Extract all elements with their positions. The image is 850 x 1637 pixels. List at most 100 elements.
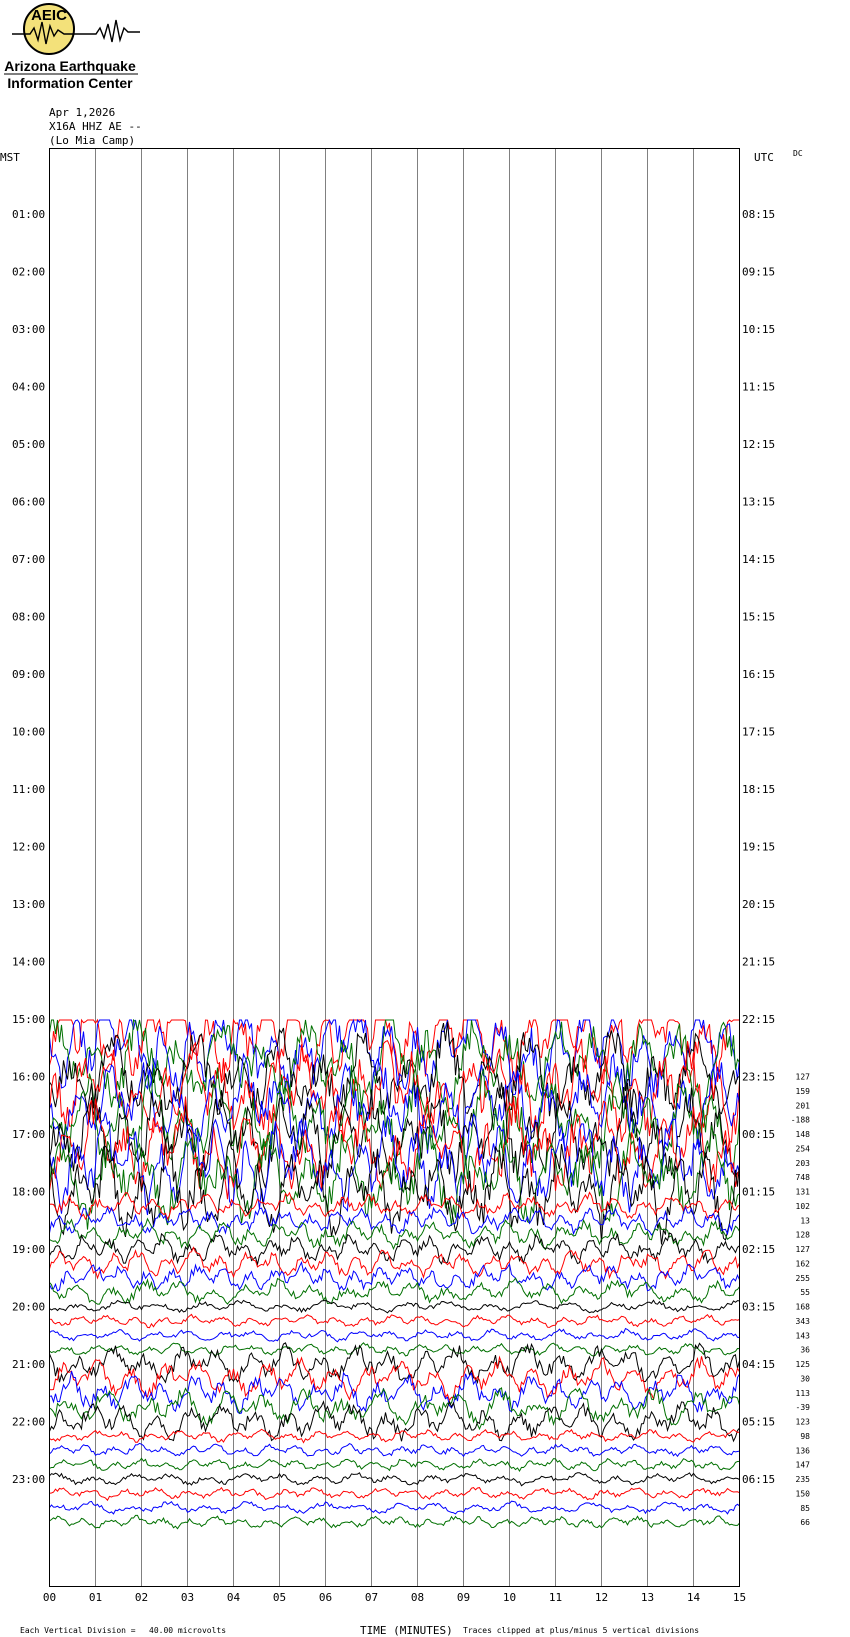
utc-hour-label: 17:15 (742, 726, 775, 739)
mst-hour-label: 09:00 (12, 668, 45, 681)
dc-offset-label: 102 (796, 1202, 811, 1211)
station-header: Apr 1,2026 X16A HHZ AE -- (Lo Mia Camp) (49, 106, 142, 148)
utc-hour-label: 12:15 (742, 438, 775, 451)
utc-hour-label: 01:15 (742, 1186, 775, 1199)
dc-offset-label: 30 (800, 1374, 810, 1383)
seismic-trace (49, 1442, 740, 1458)
header-location: (Lo Mia Camp) (49, 134, 136, 147)
left-timezone-label: MST (0, 151, 20, 164)
logo-graphic: AEIC Arizona Earthquake Information Cent… (4, 3, 140, 91)
x-tick-label: 11 (549, 1591, 562, 1604)
mst-hour-label: 08:00 (12, 611, 45, 624)
x-tick-label: 01 (89, 1591, 102, 1604)
dc-offset-label: 36 (800, 1346, 810, 1355)
dc-offset-label: 147 (796, 1461, 811, 1470)
x-tick-label: 09 (457, 1591, 470, 1604)
seismic-trace (49, 1125, 740, 1230)
mst-hour-label: 02:00 (12, 266, 45, 279)
mst-hour-label: 23:00 (12, 1473, 45, 1486)
dc-offset-label: 113 (796, 1389, 811, 1398)
footer-division-label: Each Vertical Division = (20, 1626, 136, 1635)
seismic-trace (49, 1400, 740, 1443)
footer-scale-value: 40.00 microvolts (149, 1626, 226, 1635)
utc-hour-label: 15:15 (742, 611, 775, 624)
axis-labels: 00 01 02 03 04 05 06 07 08 09 10 11 12 13 14 15 01:00 02:… (12, 208, 810, 1604)
x-tick-label: 13 (641, 1591, 654, 1604)
dc-offset-label: 748 (796, 1173, 811, 1182)
x-tick-label: 04 (227, 1591, 241, 1604)
dc-offset-label: 123 (796, 1418, 811, 1427)
mst-hour-label: 01:00 (12, 208, 45, 221)
seismic-trace (49, 1371, 740, 1415)
utc-hour-label: 04:15 (742, 1358, 775, 1371)
header-date: Apr 1,2026 (49, 106, 116, 119)
seismic-trace (49, 1299, 740, 1314)
footer-clip-note: Traces clipped at plus/minus 5 vertical … (463, 1626, 699, 1635)
dc-offset-label: 127 (796, 1073, 811, 1082)
seismic-trace (49, 1355, 740, 1402)
x-tick-label: 14 (687, 1591, 701, 1604)
dc-offset-label: 162 (796, 1259, 811, 1268)
plot-frame (49, 148, 740, 1587)
x-tick-label: 10 (503, 1591, 516, 1604)
dc-offset-label: -39 (796, 1403, 811, 1412)
mst-hour-label: 11:00 (12, 783, 45, 796)
utc-hour-label: 06:15 (742, 1473, 775, 1486)
dc-offset-label: -188 (791, 1116, 810, 1125)
dc-offset-label: 98 (800, 1432, 810, 1441)
dc-offset-label: 254 (796, 1144, 811, 1153)
x-tick-label: 08 (411, 1591, 424, 1604)
seismic-trace (49, 1342, 740, 1385)
seismic-trace (49, 1096, 740, 1200)
seismic-trace (49, 1277, 740, 1305)
x-tick-label: 07 (365, 1591, 378, 1604)
seismic-trace (49, 1342, 740, 1357)
dc-offset-label: 143 (796, 1331, 811, 1340)
mst-hour-label: 20:00 (12, 1301, 45, 1314)
seismic-trace (49, 1327, 740, 1343)
mst-hour-label: 18:00 (12, 1186, 45, 1199)
x-tick-label: 12 (595, 1591, 608, 1604)
utc-hour-label: 10:15 (742, 323, 775, 336)
trace-group (49, 1018, 740, 1530)
utc-hour-label: 23:15 (742, 1071, 775, 1084)
right-timezone-label: UTC (754, 151, 774, 164)
utc-hour-label: 14:15 (742, 553, 775, 566)
utc-hour-label: 22:15 (742, 1013, 775, 1026)
x-tick-label: 15 (733, 1591, 746, 1604)
seismic-trace (49, 1313, 740, 1329)
x-tick-label: 00 (43, 1591, 56, 1604)
dc-offset-label: 235 (796, 1475, 811, 1484)
dc-offset-label: 255 (796, 1274, 811, 1283)
seismic-trace (49, 1038, 740, 1143)
logo-line1: Arizona Earthquake (4, 58, 136, 74)
x-tick-label: 06 (319, 1591, 332, 1604)
dc-label: DC (793, 149, 803, 158)
seismic-trace (49, 1246, 740, 1280)
utc-hour-label: 09:15 (742, 266, 775, 279)
utc-hour-label: 08:15 (742, 208, 775, 221)
dc-offset-label: 131 (796, 1188, 811, 1197)
mst-hour-label: 21:00 (12, 1358, 45, 1371)
mst-hour-label: 06:00 (12, 496, 45, 509)
mst-hour-label: 04:00 (12, 381, 45, 394)
mst-hour-label: 13:00 (12, 898, 45, 911)
x-tick-label: 03 (181, 1591, 194, 1604)
mst-hour-label: 12:00 (12, 841, 45, 854)
utc-hour-label: 20:15 (742, 898, 775, 911)
utc-hour-label: 05:15 (742, 1416, 775, 1429)
mst-hour-label: 17:00 (12, 1128, 45, 1141)
dc-offset-label: 136 (796, 1446, 811, 1455)
header-station: X16A HHZ AE -- (49, 120, 142, 133)
grid (95, 148, 694, 1587)
mst-hour-label: 03:00 (12, 323, 45, 336)
x-axis-title: TIME (MINUTES) (360, 1624, 453, 1637)
seismic-trace (49, 1457, 740, 1472)
x-tick-label: 05 (273, 1591, 286, 1604)
mst-hour-label: 07:00 (12, 553, 45, 566)
utc-hour-label: 16:15 (742, 668, 775, 681)
seismic-trace (49, 1472, 740, 1487)
dc-offset-label: 203 (796, 1159, 811, 1168)
dc-offset-label: 13 (800, 1216, 810, 1225)
